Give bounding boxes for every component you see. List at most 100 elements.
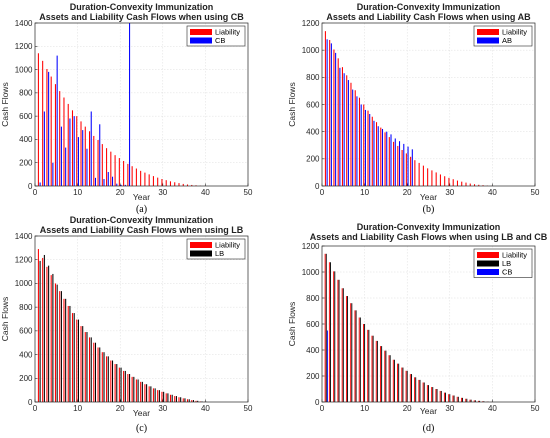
bar-lb-year-23 (419, 379, 421, 402)
y-tick-label: 200 (19, 374, 33, 383)
bar-ab-year-13 (377, 126, 379, 186)
bar-liability-year-18 (397, 145, 399, 186)
bar-liability-year-19 (401, 367, 403, 402)
bar-liability-year-25 (140, 381, 142, 402)
y-tick-label: 1000 (15, 65, 33, 74)
x-tick-label: 0 (33, 404, 38, 413)
bar-ab-year-18 (399, 141, 401, 186)
bar-liability-year-24 (422, 382, 424, 402)
bar-lb-year-22 (415, 377, 417, 402)
bar-liability-year-38 (482, 185, 484, 186)
bar-liability-year-23 (131, 166, 133, 186)
bar-lb-year-2 (43, 254, 45, 402)
x-tick-label: 0 (320, 188, 325, 197)
bar-liability-year-8 (67, 305, 69, 402)
bar-liability-year-30 (161, 179, 163, 186)
y-tick-label: 0 (28, 398, 33, 407)
bar-liability-year-21 (123, 160, 125, 186)
bar-liability-year-32 (456, 396, 458, 402)
bar-liability-year-37 (191, 400, 193, 402)
bar-liability-year-20 (118, 158, 120, 186)
bar-cb-year-8 (69, 118, 71, 186)
bar-liability-year-21 (123, 370, 125, 402)
x-tick-label: 10 (360, 404, 369, 413)
chart-subtitle: Assets and Liability Cash Flows when usi… (40, 225, 244, 235)
bar-liability-year-35 (469, 399, 471, 402)
bar-liability-year-18 (110, 360, 112, 402)
bar-cb-year-22 (129, 23, 131, 186)
bar-lb-year-16 (389, 355, 391, 402)
bar-liability-year-34 (465, 182, 467, 186)
bar-liability-year-23 (131, 376, 133, 402)
bar-lb-year-2 (330, 262, 331, 402)
bar-lb-year-5 (342, 288, 344, 402)
x-tick-label: 30 (158, 404, 167, 413)
bar-ab-year-14 (381, 128, 384, 186)
bar-liability-year-19 (114, 155, 116, 186)
bar-lb-year-9 (359, 317, 361, 402)
bar-liability-year-28 (439, 174, 441, 186)
bar-liability-year-37 (191, 184, 193, 186)
bar-liability-year-8 (354, 90, 356, 186)
bar-liability-year-23 (418, 162, 420, 186)
bar-ab-year-17 (394, 138, 396, 186)
bar-liability-year-30 (161, 391, 163, 402)
bar-liability-year-24 (135, 379, 137, 402)
bar-lb-year-37 (479, 400, 481, 402)
x-axis-label: Year (133, 408, 150, 418)
bar-liability-year-9 (71, 110, 74, 186)
y-tick-label: 200 (306, 372, 320, 381)
bar-liability-year-17 (393, 141, 395, 186)
bar-liability-year-5 (341, 67, 343, 186)
bar-lb-year-35 (470, 399, 472, 402)
bar-liability-year-31 (452, 179, 454, 186)
bar-lb-year-14 (94, 342, 97, 402)
bar-lb-year-13 (90, 337, 92, 402)
chart-subtitle: Assets and Liability Cash Flows when usi… (326, 12, 531, 22)
bar-lb-year-9 (73, 313, 75, 402)
x-tick-label: 10 (73, 188, 82, 197)
y-tick-label: 400 (19, 350, 33, 359)
y-tick-label: 0 (315, 398, 320, 407)
bar-liability-year-10 (363, 104, 365, 186)
bar-lb-year-1 (325, 253, 327, 402)
y-tick-label: 800 (19, 89, 33, 98)
bar-lb-year-34 (180, 397, 182, 402)
bar-lb-year-36 (474, 400, 476, 402)
bar-cb-year-15 (99, 124, 101, 186)
bar-lb-year-10 (364, 324, 366, 402)
x-tick-label: 30 (158, 188, 167, 197)
bar-liability-year-26 (431, 387, 433, 402)
bar-liability-year-31 (452, 395, 454, 402)
bar-lb-year-10 (77, 319, 79, 402)
bar-cb-year-17 (107, 172, 109, 186)
bar-liability-year-15 (97, 347, 99, 402)
bar-liability-year-7 (63, 97, 65, 186)
bar-liability-year-8 (67, 103, 69, 186)
bar-lb-year-11 (368, 329, 370, 402)
bar-liability-year-16 (101, 144, 103, 186)
bar-lb-year-19 (116, 364, 118, 402)
bar-liability-year-13 (89, 337, 91, 402)
y-tick-label: 600 (306, 320, 320, 329)
y-axis-label: Cash Flows (287, 302, 297, 346)
y-tick-label: 400 (306, 346, 320, 355)
bar-liability-year-11 (80, 121, 82, 186)
bar-liability-year-28 (152, 388, 154, 402)
bar-liability-year-20 (405, 153, 407, 186)
bar-liability-year-3 (46, 266, 48, 402)
chart-subtitle: Assets and Liability Cash Flows when usi… (39, 12, 244, 22)
bar-ab-year-1 (326, 39, 328, 186)
bar-ab-year-11 (369, 114, 371, 186)
y-tick-label: 1400 (15, 19, 33, 28)
bar-liability-year-18 (397, 363, 398, 402)
bar-liability-year-10 (363, 324, 364, 402)
bar-lb-year-17 (393, 359, 395, 402)
bar-liability-year-27 (435, 389, 437, 402)
bar-cb-year-2 (43, 111, 45, 186)
bar-liability-year-9 (71, 313, 74, 402)
x-tick-label: 10 (360, 188, 369, 197)
y-tick-label: 1000 (302, 268, 320, 277)
bar-liability-year-24 (135, 168, 137, 186)
